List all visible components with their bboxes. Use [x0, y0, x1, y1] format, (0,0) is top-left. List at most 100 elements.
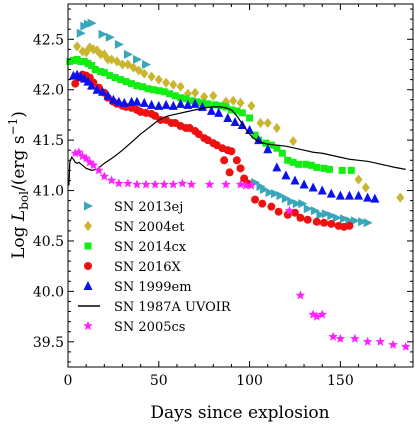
x-tick-label: 0 — [64, 373, 73, 389]
sn-1999em-point — [87, 80, 97, 90]
sn-2005cs-point — [99, 171, 110, 181]
sn-2004et-point — [147, 71, 156, 82]
sn-1999em-point — [206, 105, 216, 115]
x-tick-label: 100 — [236, 373, 263, 389]
sn-2016x-point — [220, 156, 229, 165]
sn-2013ej-point — [76, 28, 86, 38]
sn-1999em-point — [103, 90, 113, 100]
sn-2005cs-point — [388, 339, 398, 349]
sn-2005cs-point — [375, 336, 386, 346]
sn-2005cs-point — [335, 333, 346, 343]
sn-2016x-point — [258, 199, 267, 208]
sn-2014cx-point — [182, 95, 190, 103]
sn-2013ej-point — [321, 209, 331, 219]
sn-2013ej-point — [363, 218, 373, 228]
sn-1999em-point — [230, 116, 240, 126]
sn-2014cx-point — [325, 165, 333, 173]
sn-2005cs-point — [132, 179, 142, 189]
sn-1999em-point — [370, 193, 380, 203]
sn-2005cs-point — [235, 179, 246, 189]
legend-sn-2005cs-swatch — [83, 321, 93, 331]
legend-sn-1999em-swatch — [83, 281, 93, 290]
sn-2016x-point — [236, 164, 245, 173]
sn-2005cs-point — [114, 178, 124, 188]
sn-1999em-point — [317, 185, 327, 195]
sn-2014cx-point — [155, 87, 163, 95]
sn-2014cx-point — [289, 158, 297, 166]
sn-1987a-uvoir-line — [68, 106, 406, 186]
sn-2016x-point — [151, 111, 160, 120]
sn-2005cs-point — [150, 179, 160, 189]
sn-1999em-point — [190, 98, 200, 108]
sn-1999em-point — [354, 190, 364, 200]
sn-2005cs-point — [241, 180, 251, 190]
sn-2014cx-point — [138, 83, 146, 91]
sn-2014cx-point — [273, 144, 281, 152]
sn-2005cs-point — [88, 160, 99, 170]
sn-2005cs-point — [284, 205, 295, 215]
sn-2016x-point — [327, 219, 336, 228]
y-tick-label: 42.0 — [33, 83, 64, 99]
x-tick-label: 150 — [327, 373, 354, 389]
legend-sn-2004et-swatch — [84, 221, 92, 231]
legend: SN 2013ej SN 2004et SN 2014cx SN 2016X SN 19… — [78, 200, 232, 335]
sn-2016x-point — [267, 202, 276, 211]
sn-2004et-point — [272, 123, 281, 134]
sn-2014cx-point — [307, 161, 315, 169]
legend-sn-2016x-label: SN 2016X — [114, 260, 181, 275]
sn-2004et-point — [200, 91, 209, 102]
sn-2004et-point — [209, 90, 218, 101]
sn-2004et-point — [256, 117, 265, 128]
sn-1999em-point — [168, 100, 178, 110]
sn-1999em-point — [299, 179, 309, 189]
sn-2005cs-point — [308, 309, 318, 319]
sn-1999em-point — [132, 96, 142, 106]
sn-2005cs-point — [204, 179, 215, 189]
sn-2014cx-point — [171, 92, 179, 100]
sn-2005cs-point — [246, 180, 257, 190]
sn-2014cx-point — [111, 74, 119, 82]
sn-2005cs-point — [328, 331, 338, 341]
y-tick-label: 41.0 — [33, 184, 64, 200]
sn-2016x-point — [225, 168, 234, 177]
sn-2014cx-point — [160, 88, 168, 96]
sn-2014cx-point — [193, 98, 201, 106]
sn-2005cs-point — [74, 147, 84, 157]
sn-2005cs-point — [317, 309, 327, 319]
sn-1999em-point — [308, 182, 318, 192]
sn-2014cx-point — [222, 103, 230, 111]
sn-2014cx-point — [88, 62, 96, 70]
sn-2013ej-point — [265, 188, 275, 198]
y-tick-label: 40.0 — [33, 284, 64, 300]
sn-2014cx-point — [122, 78, 130, 86]
sn-2005cs-point — [123, 178, 133, 188]
x-tick-label: 50 — [150, 373, 168, 389]
sn-2004et-point — [396, 192, 405, 203]
sn-2013ej-point — [298, 199, 308, 209]
sn-1999em-point — [326, 188, 336, 198]
sn-2005cs-point — [106, 175, 117, 185]
sn-2014cx-point — [166, 90, 174, 98]
sn-2014cx-point — [73, 55, 81, 63]
legend-sn-2013ej-swatch — [84, 201, 93, 211]
y-tick-label: 42.5 — [33, 32, 64, 48]
sn-2014cx-point — [313, 163, 321, 171]
sn-2016x-point — [312, 217, 321, 226]
sn-2013ej-point — [287, 197, 297, 207]
sn-2014cx-point — [278, 149, 286, 157]
sn-2005cs-point — [350, 333, 360, 343]
sn-2013ej-point — [123, 49, 133, 59]
sn-2014cx-point — [106, 72, 114, 80]
sn-2014cx-point — [100, 69, 108, 77]
sn-2013ej-point — [332, 213, 342, 223]
sn-2014cx-point — [217, 102, 225, 110]
sn-2004et-point — [247, 100, 256, 111]
sn-1999em-point — [108, 94, 118, 104]
sn-2004et-point — [107, 54, 116, 65]
sn-2005cs-point — [141, 179, 151, 189]
sn-1999em-point — [223, 112, 233, 122]
sn-2013ej-point — [87, 18, 97, 28]
sn-1999em-point — [98, 86, 107, 96]
sn-1999em-point — [272, 162, 282, 172]
sn-2004et-point — [154, 74, 163, 85]
